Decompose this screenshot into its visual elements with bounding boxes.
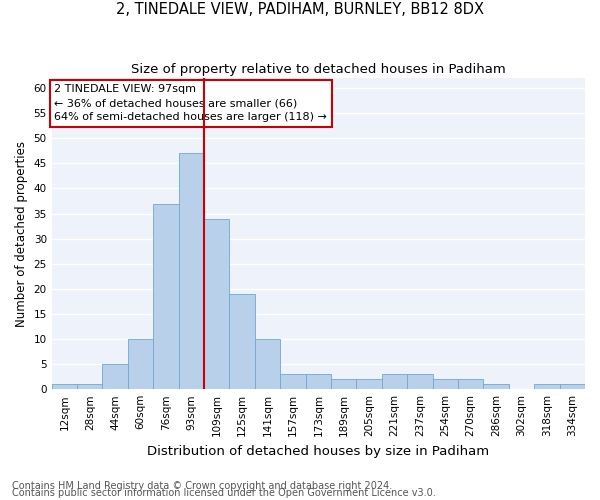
Bar: [560, 384, 585, 389]
Bar: [52, 384, 77, 389]
Bar: [458, 379, 484, 389]
Bar: [103, 364, 128, 389]
Text: Contains HM Land Registry data © Crown copyright and database right 2024.: Contains HM Land Registry data © Crown c…: [12, 481, 392, 491]
Text: 2 TINEDALE VIEW: 97sqm
← 36% of detached houses are smaller (66)
64% of semi-det: 2 TINEDALE VIEW: 97sqm ← 36% of detached…: [55, 84, 327, 122]
Bar: [179, 154, 204, 389]
Y-axis label: Number of detached properties: Number of detached properties: [15, 140, 28, 326]
Bar: [128, 339, 153, 389]
Bar: [356, 379, 382, 389]
Bar: [153, 204, 179, 389]
Text: Contains public sector information licensed under the Open Government Licence v3: Contains public sector information licen…: [12, 488, 436, 498]
Bar: [331, 379, 356, 389]
Bar: [77, 384, 103, 389]
Title: Size of property relative to detached houses in Padiham: Size of property relative to detached ho…: [131, 62, 506, 76]
Text: 2, TINEDALE VIEW, PADIHAM, BURNLEY, BB12 8DX: 2, TINEDALE VIEW, PADIHAM, BURNLEY, BB12…: [116, 2, 484, 18]
X-axis label: Distribution of detached houses by size in Padiham: Distribution of detached houses by size …: [147, 444, 490, 458]
Bar: [534, 384, 560, 389]
Bar: [433, 379, 458, 389]
Bar: [204, 218, 229, 389]
Bar: [407, 374, 433, 389]
Bar: [255, 339, 280, 389]
Bar: [484, 384, 509, 389]
Bar: [382, 374, 407, 389]
Bar: [305, 374, 331, 389]
Bar: [280, 374, 305, 389]
Bar: [229, 294, 255, 389]
